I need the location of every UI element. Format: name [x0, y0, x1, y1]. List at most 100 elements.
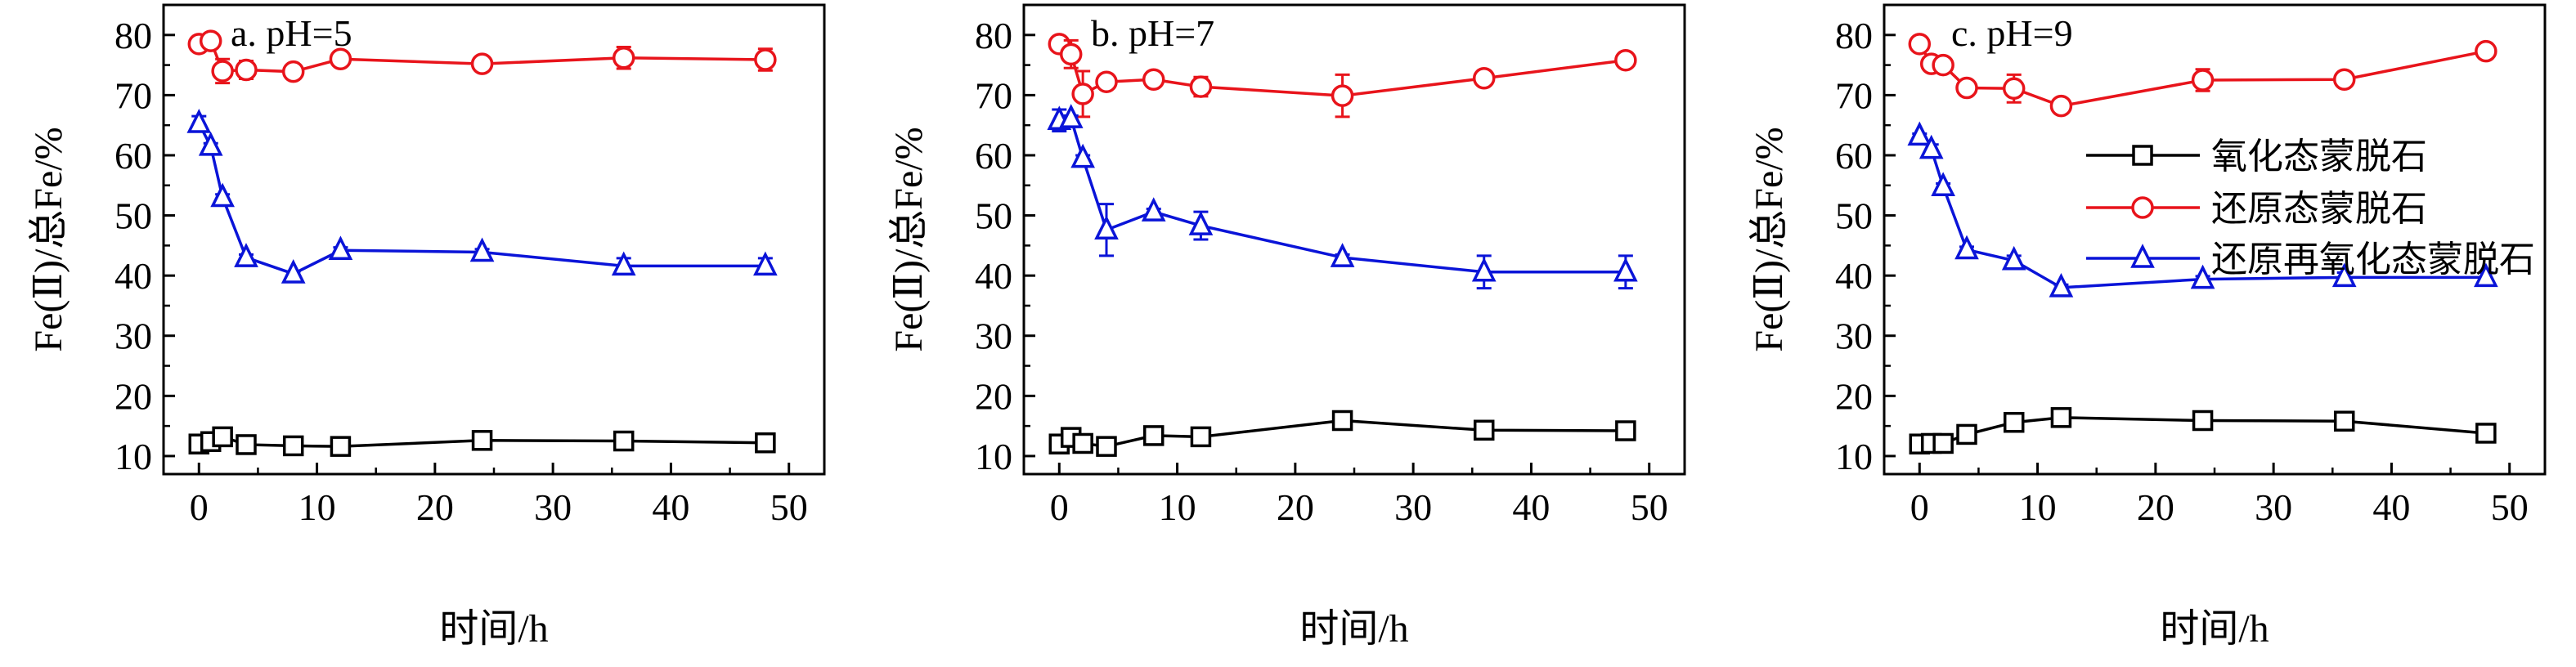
triangle-marker [2049, 272, 2074, 298]
x-axis-label: 时间/h [439, 607, 548, 651]
square-marker [471, 430, 493, 451]
chart-panel-b: 10 20 30 40 50 60 70 80 0 10 20 30 40 50 时间/h Fe(Ⅱ)/总Fe… [887, 3, 1686, 651]
square-marker [1190, 426, 1212, 448]
y-axis-label: Fe(Ⅱ)/总Fe/% [1748, 127, 1791, 351]
y-tick-label: 40 [975, 255, 1012, 297]
x-tick-label: 10 [298, 486, 336, 528]
triangle-marker [280, 259, 306, 284]
triangle-marker [1907, 121, 1932, 146]
x-axis-label: 时间/h [2160, 607, 2269, 651]
series-reduced [1048, 33, 1637, 119]
x-tick-label: 50 [770, 486, 808, 528]
triangle-marker [2474, 262, 2498, 288]
circle-marker [612, 47, 635, 69]
y-tick-label: 20 [1835, 375, 1873, 417]
circle-marker [1932, 53, 1954, 77]
circle-marker [281, 60, 305, 83]
series-oxidized [1048, 410, 1636, 457]
x-tick-label: 40 [2372, 486, 2410, 528]
circle-marker [2332, 68, 2356, 92]
triangle-marker [1094, 215, 1119, 239]
circle-marker [1071, 83, 1094, 105]
x-tick-label: 10 [2019, 486, 2057, 528]
circle-marker [470, 52, 494, 75]
series-reoxidized [1047, 104, 1638, 290]
square-marker [1142, 425, 1165, 446]
square-marker [755, 432, 776, 454]
circle-marker [1142, 68, 1165, 92]
series-oxidized [188, 426, 776, 457]
panel-title: a. pH=5 [231, 12, 352, 54]
y-tick-label: 60 [1835, 135, 1873, 177]
triangle-marker [198, 132, 223, 156]
y-axis-label: Fe(Ⅱ)/总Fe/% [887, 127, 931, 351]
legend-item: 还原态蒙脱石 [2086, 189, 2427, 229]
triangle-marker [1141, 197, 1166, 222]
circle-marker [211, 60, 234, 83]
square-marker [282, 435, 304, 457]
series-reoxidized [186, 109, 778, 284]
circle-marker [1331, 84, 1354, 107]
triangle-marker [753, 251, 778, 276]
y-tick-label: 80 [1835, 15, 1873, 56]
y-tick-label: 20 [114, 375, 152, 417]
y-tick-label: 80 [114, 15, 152, 56]
legend-label: 氧化态蒙脱石 [2211, 137, 2427, 177]
x-tick-label: 50 [1631, 486, 1668, 528]
triangle-marker [1058, 104, 1084, 128]
y-tick-label: 60 [975, 135, 1012, 177]
y-tick-label: 20 [975, 375, 1012, 417]
y-tick-label: 10 [114, 436, 152, 477]
square-marker [2003, 411, 2025, 433]
triangle-marker [2190, 264, 2215, 289]
x-tick-label: 10 [1159, 486, 1196, 528]
y-tick-label: 30 [975, 316, 1012, 357]
chart-panel-c: 10 20 30 40 50 60 70 80 0 10 20 30 40 50 时间/h Fe(Ⅱ)/总Fe… [1748, 3, 2547, 651]
y-axis-label: Fe(Ⅱ)/总Fe/% [27, 127, 70, 351]
x-tick-label: 30 [2255, 486, 2292, 528]
triangle-marker [1919, 134, 1944, 159]
square-marker [1473, 419, 1495, 441]
triangle-marker [2001, 245, 2026, 271]
circle-marker [1189, 75, 1213, 98]
y-tick-label: 30 [114, 316, 152, 357]
x-tick-label: 0 [1050, 486, 1069, 528]
triangle-marker [1070, 143, 1095, 168]
y-tick-label: 50 [975, 195, 1012, 237]
circle-marker [2049, 94, 2073, 118]
x-tick-label: 0 [1910, 486, 1929, 528]
plot-frame [1022, 3, 1686, 476]
square-marker [212, 426, 233, 448]
square-marker [613, 430, 635, 452]
square-marker [330, 436, 352, 457]
circle-marker [2191, 69, 2215, 92]
y-tick-label: 50 [1835, 195, 1873, 237]
circle-marker [329, 47, 352, 70]
x-tick-label: 50 [2491, 486, 2529, 528]
y-tick-label: 10 [975, 436, 1012, 477]
circle-marker [1614, 48, 1637, 72]
circle-marker [2131, 196, 2154, 219]
x-tick-label: 40 [652, 486, 689, 528]
x-tick-label: 20 [416, 486, 454, 528]
x-tick-label: 20 [2137, 486, 2174, 528]
triangle-marker [1471, 257, 1497, 282]
triangle-marker [2130, 244, 2155, 268]
square-marker [2132, 145, 2153, 166]
square-marker [1072, 432, 1093, 454]
circle-marker [2002, 77, 2026, 101]
legend-item: 氧化态蒙脱石 [2086, 137, 2427, 177]
y-tick-label: 10 [1835, 436, 1873, 477]
series-reduced [1908, 33, 2497, 118]
y-tick-label: 70 [114, 74, 152, 116]
panel-title: c. pH=9 [1951, 12, 2073, 54]
x-tick-label: 40 [1512, 486, 1550, 528]
y-tick-label: 40 [1835, 255, 1873, 297]
triangle-marker [469, 237, 495, 262]
triangle-marker [210, 182, 235, 208]
y-tick-label: 40 [114, 255, 152, 297]
series-reoxidized [1907, 121, 2498, 298]
triangle-marker [1330, 243, 1355, 267]
square-marker [1932, 432, 1954, 454]
